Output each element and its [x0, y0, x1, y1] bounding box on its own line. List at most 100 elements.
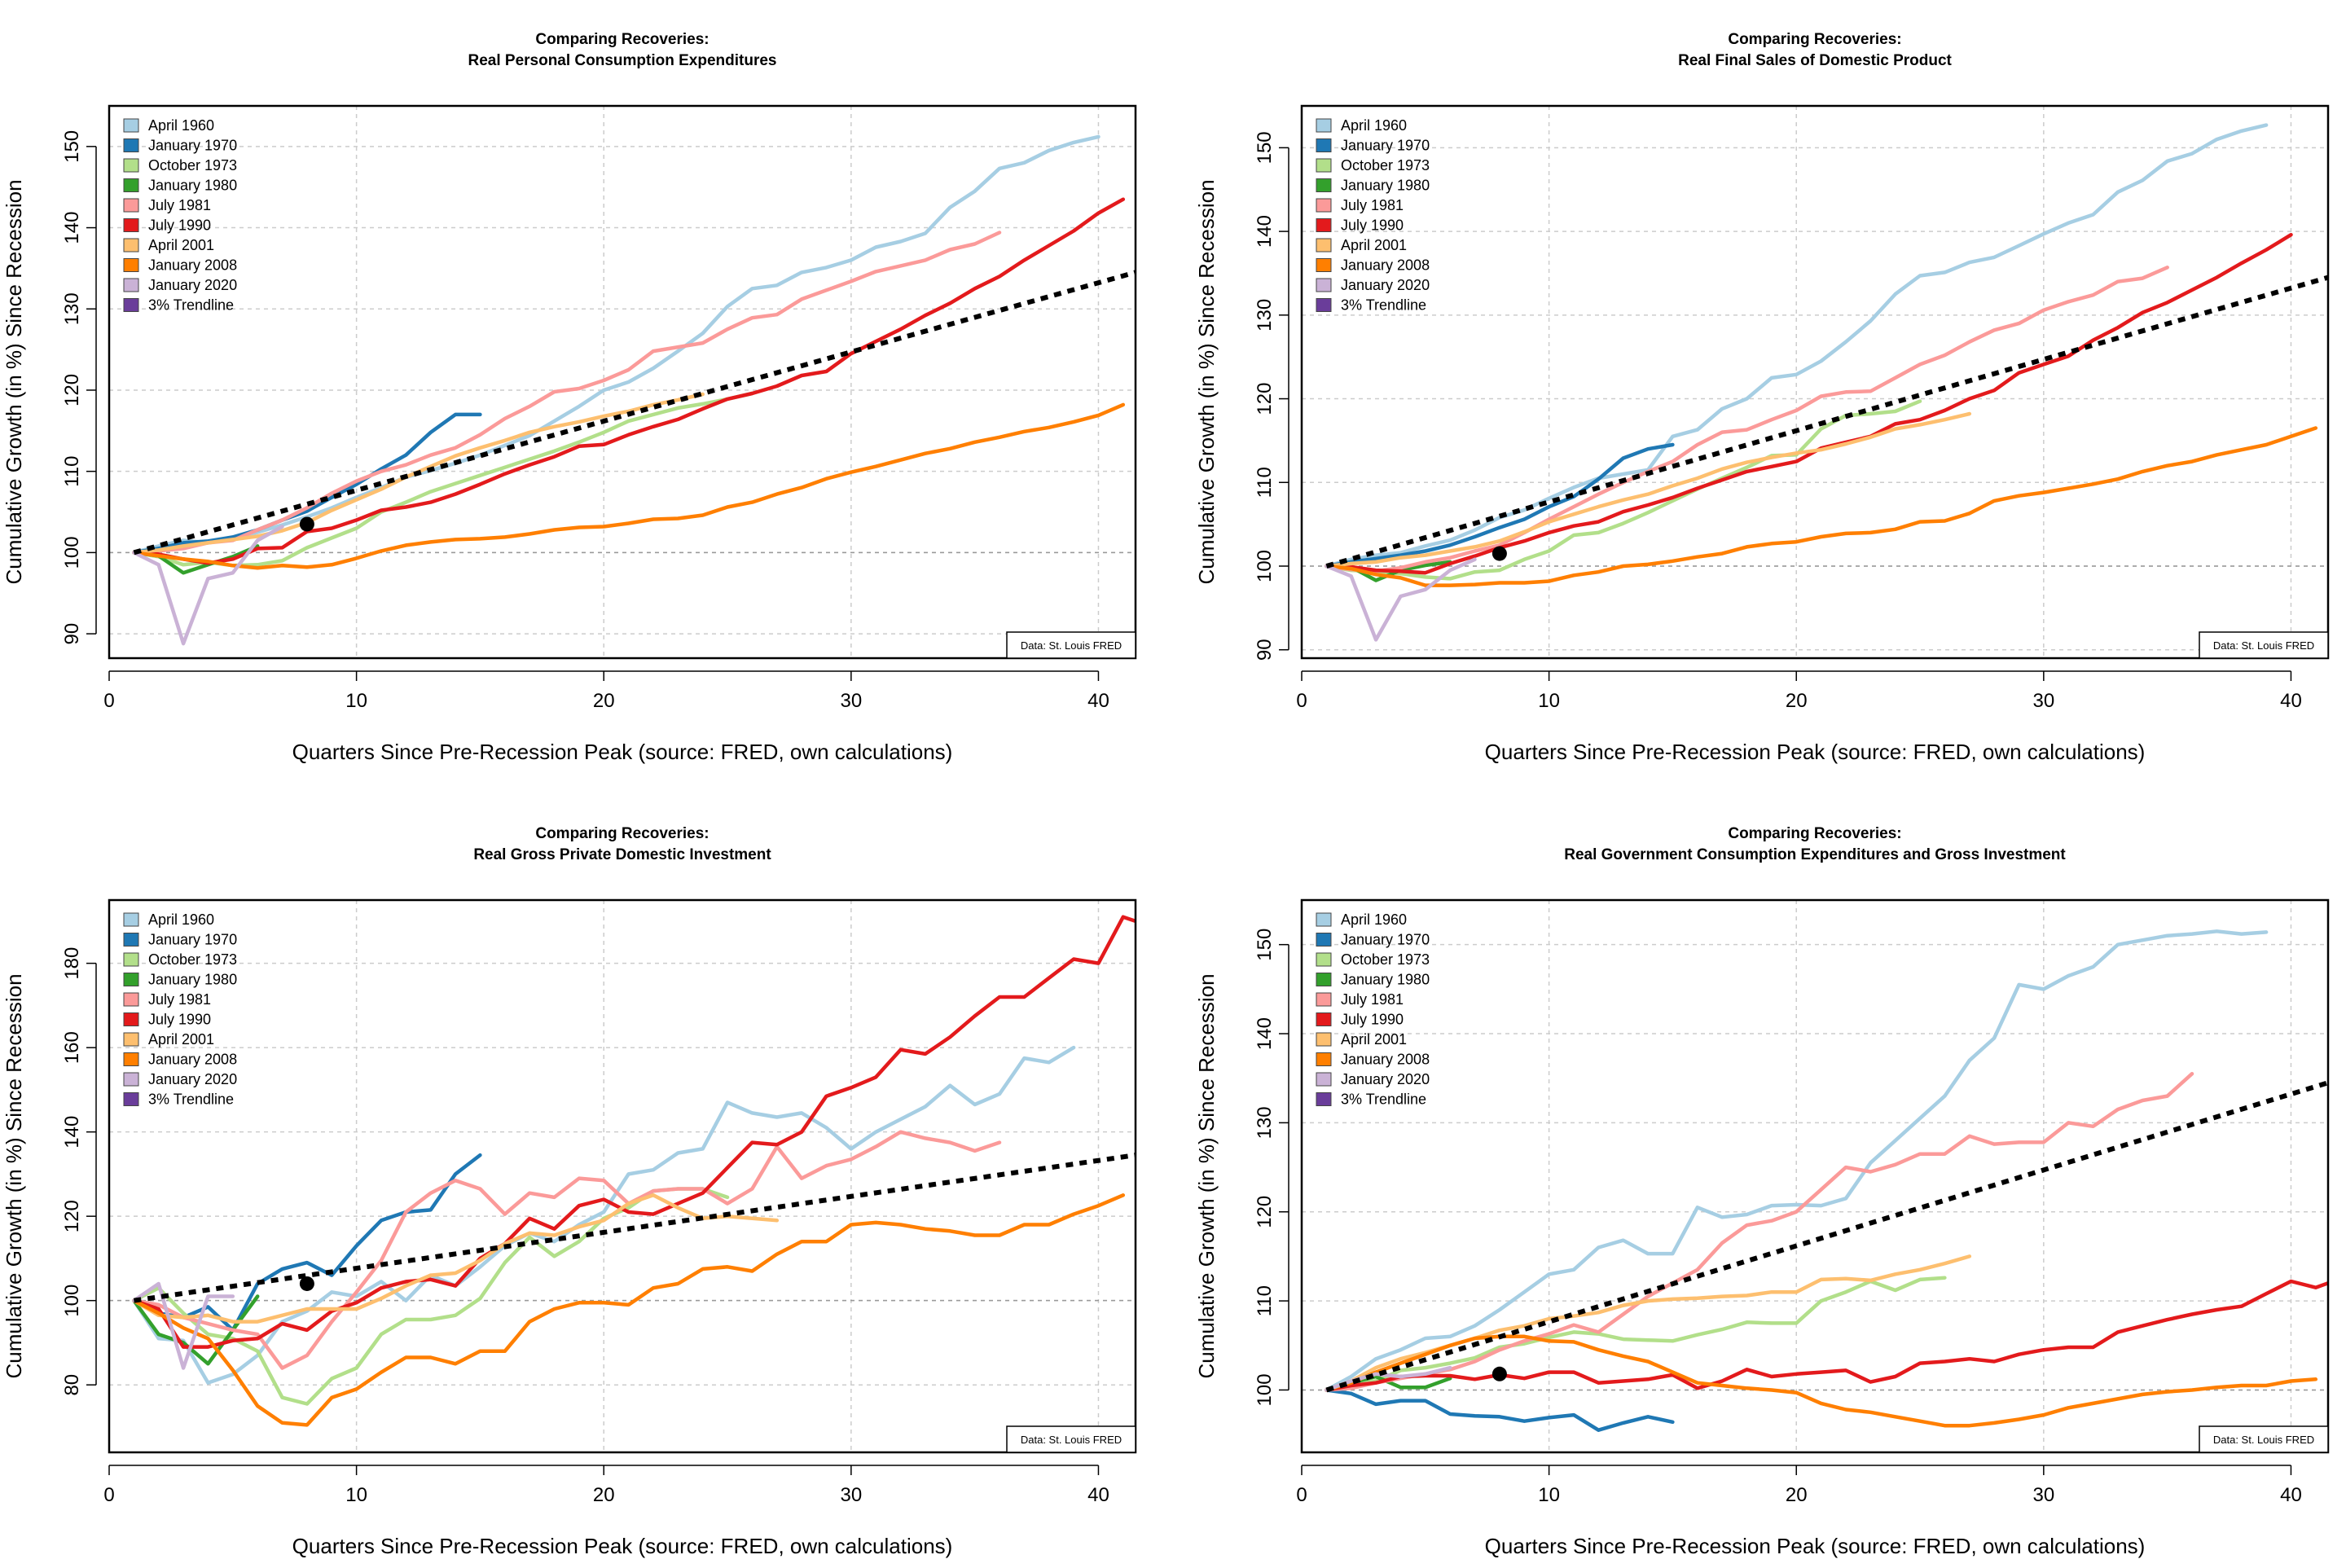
- x-tick-label: 30: [2032, 1484, 2054, 1506]
- chart-panel-1: Comparing Recoveries: Real Personal Consu…: [2, 31, 1137, 764]
- legend-label: January 1970: [148, 932, 237, 948]
- legend-label: January 2020: [1341, 1071, 1430, 1087]
- legend-swatch: [123, 952, 139, 967]
- legend-swatch: [123, 118, 139, 133]
- series-line-january-2020: [132, 1281, 235, 1370]
- y-tick-label: 90: [1254, 639, 1276, 661]
- plot-frame: [1300, 898, 2330, 1454]
- x-tick-label: 0: [1296, 1484, 1307, 1506]
- legend-label: April 1960: [148, 911, 214, 928]
- series-line-april-1960: [132, 134, 1101, 555]
- legend-swatch: [123, 238, 139, 253]
- chart-subtitle: Real Gross Private Domestic Investment: [473, 846, 771, 863]
- legend-swatch: [123, 992, 139, 1007]
- legend-label: January 1970: [1341, 932, 1430, 948]
- source-note-box: [1006, 631, 1136, 659]
- series-line-january-2020: [1325, 557, 1477, 642]
- x-tick-label: 0: [103, 690, 114, 712]
- series-line-january-2020: [1325, 1365, 1452, 1392]
- chart-subtitle: Real Final Sales of Domestic Product: [1678, 52, 1952, 69]
- y-tick-label: 160: [61, 1031, 83, 1064]
- legend-label: July 1981: [1341, 197, 1404, 213]
- series-line-july-1990: [1325, 232, 2293, 575]
- source-note-text: Data: St. Louis FRED: [1021, 639, 1122, 652]
- legend-label: 3% Trendline: [1341, 297, 1426, 314]
- y-tick-label: 130: [61, 292, 83, 325]
- series-line-july-1981: [1325, 266, 2169, 573]
- y-tick-label: 150: [1254, 929, 1276, 961]
- x-tick-label: 10: [345, 690, 367, 712]
- y-tick-label: 120: [61, 1200, 83, 1232]
- legend-swatch: [1316, 1012, 1332, 1026]
- y-tick-label: 80: [61, 1374, 83, 1396]
- y-tick-label: 110: [1254, 467, 1276, 498]
- series-line-april-2001: [1325, 1254, 1972, 1392]
- series-line-october-1973: [1325, 1276, 1947, 1392]
- trendline-3pct: [1325, 1080, 2328, 1393]
- legend-label: April 2001: [148, 1031, 214, 1048]
- source-note-text: Data: St. Louis FRED: [1021, 1434, 1122, 1446]
- legend-swatch: [1316, 1072, 1332, 1087]
- series-line-january-1980: [132, 1294, 260, 1366]
- y-tick-label: 140: [61, 212, 83, 244]
- legend-swatch: [1316, 933, 1332, 947]
- legend-label: January 1980: [1341, 178, 1430, 194]
- y-tick-label: 140: [61, 1116, 83, 1149]
- y-tick-label: 180: [61, 947, 83, 980]
- legend-label: April 2001: [1341, 237, 1407, 253]
- x-tick-label: 40: [1087, 1484, 1109, 1506]
- x-tick-label: 30: [840, 1484, 862, 1506]
- legend-label: April 1960: [1341, 117, 1407, 134]
- legend-label: January 1980: [1341, 972, 1430, 988]
- legend-label: January 2020: [1341, 277, 1430, 293]
- y-tick-label: 100: [1254, 550, 1276, 582]
- series-line-october-1973: [1325, 399, 1922, 581]
- x-tick-label: 40: [1087, 690, 1109, 712]
- x-tick-label: 20: [1786, 690, 1808, 712]
- legend-label: July 1981: [148, 991, 211, 1008]
- x-tick-label: 20: [593, 1484, 615, 1506]
- legend-swatch: [1316, 952, 1332, 967]
- y-tick-label: 150: [1254, 131, 1276, 164]
- legend-swatch: [123, 973, 139, 986]
- series-line-october-1973: [132, 1187, 730, 1406]
- legend-swatch: [1316, 1092, 1332, 1106]
- y-tick-label: 110: [1254, 1285, 1276, 1316]
- legend-swatch: [123, 258, 139, 272]
- legend-swatch: [123, 218, 139, 232]
- y-tick-label: 100: [61, 536, 83, 569]
- legend-swatch: [1316, 138, 1332, 152]
- legend-label: July 1981: [1341, 991, 1404, 1008]
- legend-swatch: [123, 1012, 139, 1026]
- legend-swatch: [1316, 258, 1332, 272]
- source-note-box: [2199, 1425, 2329, 1453]
- y-tick-label: 100: [1254, 1373, 1276, 1406]
- legend-label: January 1980: [148, 178, 237, 194]
- legend-swatch: [123, 912, 139, 927]
- y-tick-label: 90: [61, 623, 83, 645]
- legend-swatch: [1316, 1032, 1332, 1047]
- y-tick-label: 130: [1254, 1106, 1276, 1139]
- y-tick-label: 140: [1254, 215, 1276, 248]
- current-quarter-marker: [299, 516, 314, 532]
- x-axis-title: Quarters Since Pre-Recession Peak (sourc…: [1485, 740, 2146, 764]
- series-line-april-1960: [132, 1045, 1076, 1385]
- y-tick-label: 120: [1254, 383, 1276, 415]
- chart-subtitle: Real Government Consumption Expenditures…: [1564, 846, 2066, 863]
- x-tick-label: 30: [840, 690, 862, 712]
- legend-swatch: [1316, 158, 1332, 173]
- source-note-text: Data: St. Louis FRED: [2213, 639, 2314, 652]
- source-note: Data: St. Louis FRED: [2199, 1425, 2329, 1453]
- legend-swatch: [1316, 118, 1332, 133]
- y-tick-label: 130: [1254, 299, 1276, 332]
- legend-swatch: [1316, 912, 1332, 927]
- source-note-box: [1006, 1425, 1136, 1453]
- series-line-january-1970: [1325, 1388, 1675, 1432]
- legend-label: 3% Trendline: [148, 297, 234, 314]
- series-line-january-2008: [1325, 426, 2318, 587]
- legend-label: January 2020: [148, 277, 237, 293]
- y-tick-label: 150: [61, 130, 83, 163]
- legend-label: 3% Trendline: [1341, 1091, 1426, 1108]
- series-line-july-1981: [1325, 1071, 2194, 1392]
